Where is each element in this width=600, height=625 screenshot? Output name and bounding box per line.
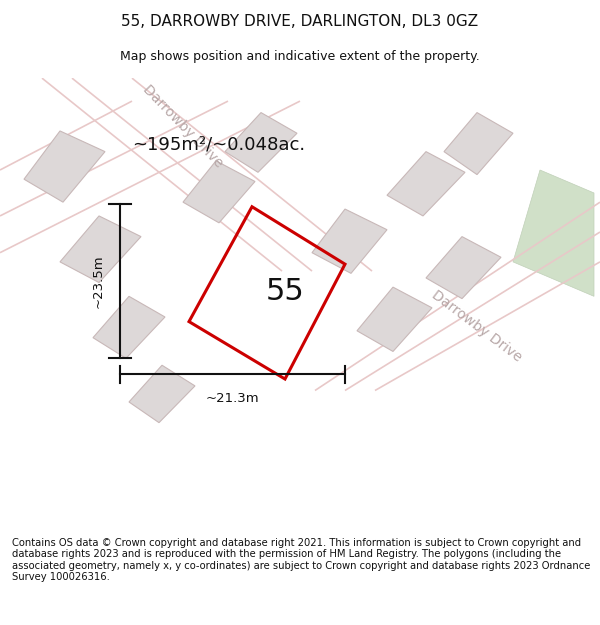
- Text: ~21.3m: ~21.3m: [206, 392, 259, 405]
- Polygon shape: [93, 296, 165, 358]
- Polygon shape: [387, 152, 465, 216]
- Polygon shape: [60, 216, 141, 282]
- Polygon shape: [225, 112, 297, 173]
- Text: Darrowby Drive: Darrowby Drive: [140, 82, 226, 171]
- Polygon shape: [312, 209, 387, 273]
- Text: Darrowby Drive: Darrowby Drive: [430, 288, 524, 364]
- Text: Map shows position and indicative extent of the property.: Map shows position and indicative extent…: [120, 50, 480, 62]
- Text: ~23.5m: ~23.5m: [92, 254, 105, 308]
- Text: ~195m²/~0.048ac.: ~195m²/~0.048ac.: [132, 136, 305, 154]
- Text: Contains OS data © Crown copyright and database right 2021. This information is : Contains OS data © Crown copyright and d…: [12, 538, 590, 582]
- Text: 55: 55: [266, 278, 304, 306]
- Polygon shape: [24, 131, 105, 202]
- Polygon shape: [129, 365, 195, 423]
- Text: 55, DARROWBY DRIVE, DARLINGTON, DL3 0GZ: 55, DARROWBY DRIVE, DARLINGTON, DL3 0GZ: [121, 14, 479, 29]
- Polygon shape: [513, 170, 594, 296]
- Polygon shape: [444, 112, 513, 174]
- Polygon shape: [183, 161, 255, 223]
- Polygon shape: [426, 237, 501, 299]
- Polygon shape: [357, 287, 432, 351]
